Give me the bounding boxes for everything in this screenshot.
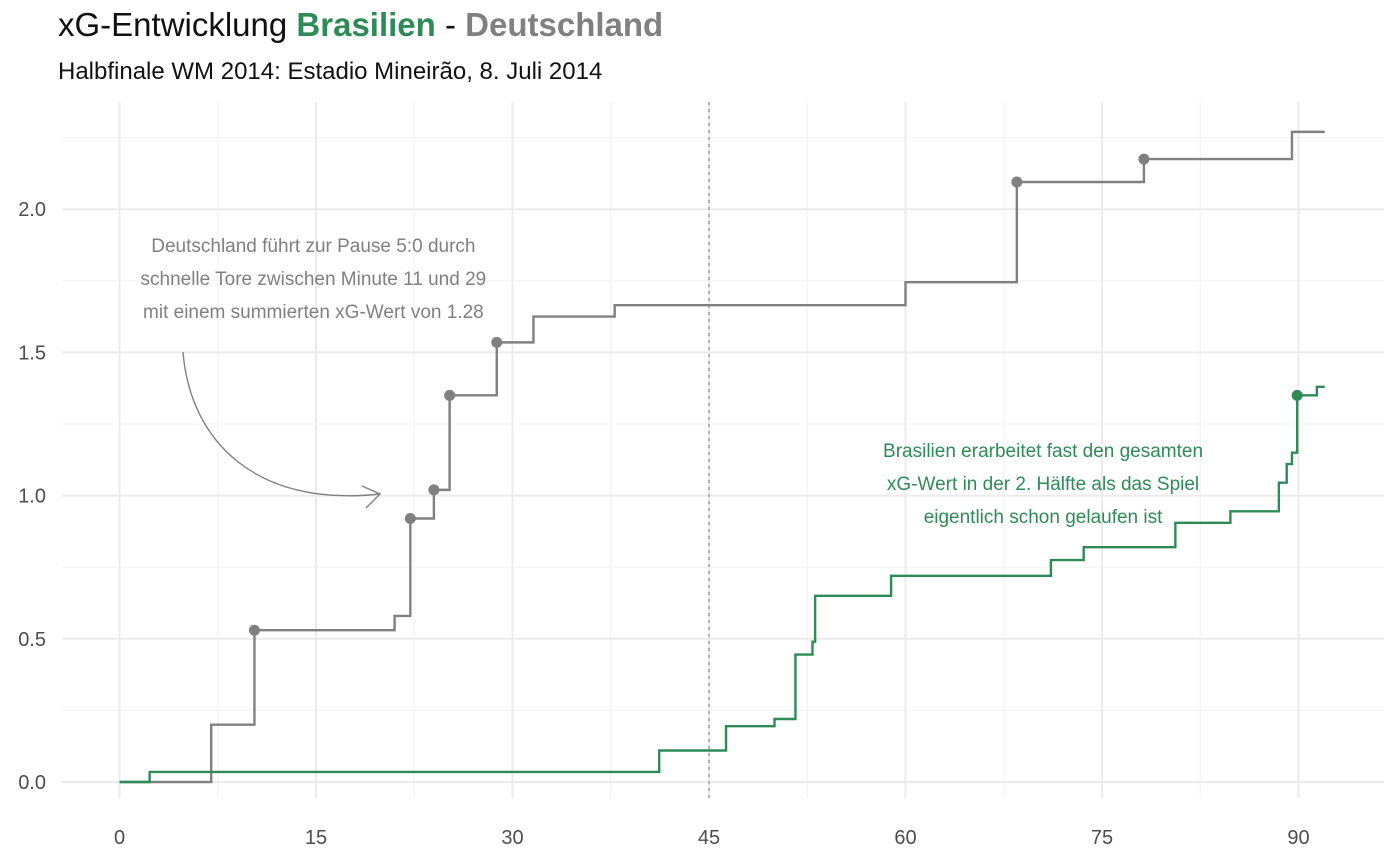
x-tick-label: 60 [894,827,916,849]
series-line-deutschland [119,130,1325,784]
y-tick-label: 1.0 [18,486,46,508]
annotation-1-line: Deutschland führt zur Pause 5:0 durch [151,236,475,257]
x-tick-label: 30 [501,827,523,849]
title-team-brasilien: Brasilien [296,6,436,43]
x-tick-label: 45 [698,827,720,849]
annotation-1-line: schnelle Tore zwischen Minute 11 und 29 [141,269,487,290]
annotation-2-line: xG-Wert in der 2. Hälfte als das Spiel [887,474,1199,495]
goal-point-deutschland [428,484,440,496]
annotation-1-line: mit einem summierten xG-Wert von 1.28 [143,302,484,323]
y-tick-label: 1.5 [18,342,46,364]
goal-point-brasilien [1291,389,1303,401]
goal-point-deutschland [1011,176,1023,188]
goal-point-deutschland [248,624,260,636]
x-tick-label: 90 [1287,827,1309,849]
goal-point-deutschland [444,389,456,401]
x-tick-label: 0 [114,827,125,849]
goal-point-deutschland [404,513,416,525]
series-line-brasilien [119,385,1325,784]
title-prefix: xG-Entwicklung [58,6,297,43]
annotation-arrow [182,351,381,497]
annotation-2-line: Brasilien erarbeitet fast den gesamten [883,441,1203,462]
goal-point-deutschland [1138,153,1150,165]
y-tick-label: 2.0 [18,199,46,221]
y-tick-label: 0.0 [18,772,46,794]
title-separator: - [435,6,466,43]
title-team-deutschland: Deutschland [465,6,664,43]
x-tick-label: 75 [1091,827,1113,849]
annotation-arrow-head [361,485,382,509]
chart-title: xG-Entwicklung Brasilien - Deutschland [58,6,663,44]
chart-subtitle: Halbfinale WM 2014: Estadio Mineirão, 8.… [58,58,603,85]
goal-point-deutschland [491,336,503,348]
y-tick-label: 0.5 [18,629,46,651]
annotation-2-line: eigentlich schon gelaufen ist [924,507,1163,528]
x-tick-label: 15 [305,827,327,849]
